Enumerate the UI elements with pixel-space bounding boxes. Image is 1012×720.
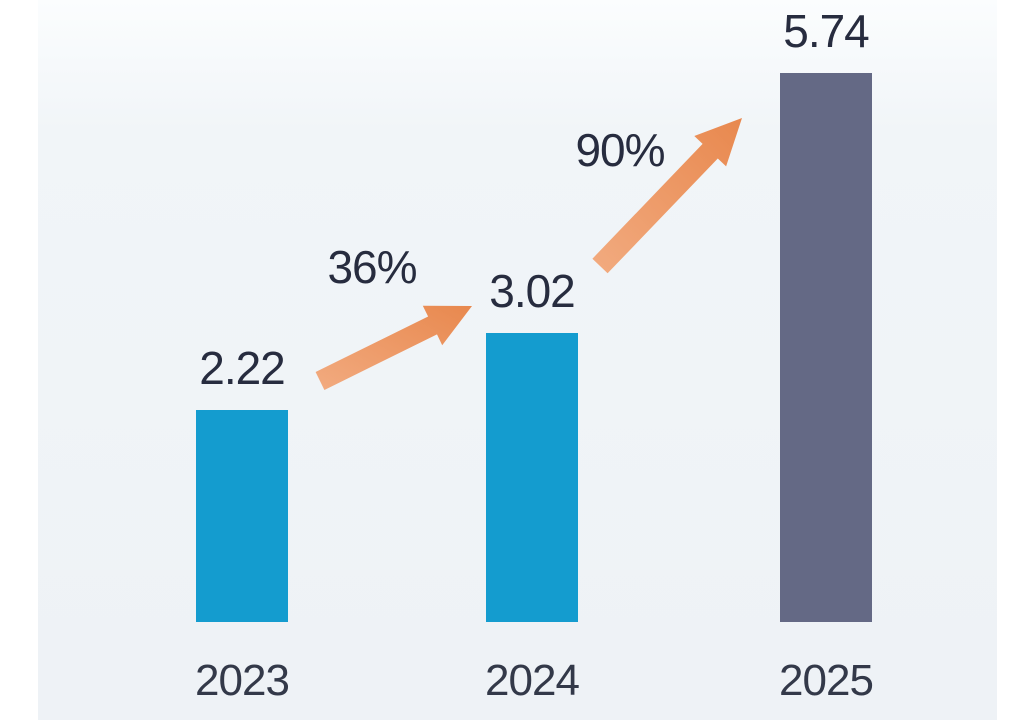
- bar-group-2023: 2.22 2023: [195, 0, 290, 720]
- growth-arrow-2024-2025-icon: [592, 118, 742, 274]
- growth-percent-2024-2025: 90%: [575, 124, 665, 176]
- growth-percent-2023-2024: 36%: [327, 241, 417, 293]
- bar-group-2025: 5.74 2025: [779, 0, 874, 720]
- axis-label-2024: 2024: [485, 656, 580, 705]
- value-label-2025: 5.74: [783, 5, 870, 58]
- bar-2025: [780, 73, 872, 622]
- axis-label-2025: 2025: [779, 656, 874, 705]
- bar-2024: [486, 333, 578, 622]
- value-label-2024: 3.02: [489, 265, 576, 318]
- growth-arrow-2023-2024-icon: [315, 305, 472, 390]
- bar-group-2024: 3.02 2024: [485, 0, 580, 720]
- value-label-2023: 2.22: [199, 342, 286, 395]
- axis-label-2023: 2023: [195, 656, 290, 705]
- bar-2023: [196, 410, 288, 622]
